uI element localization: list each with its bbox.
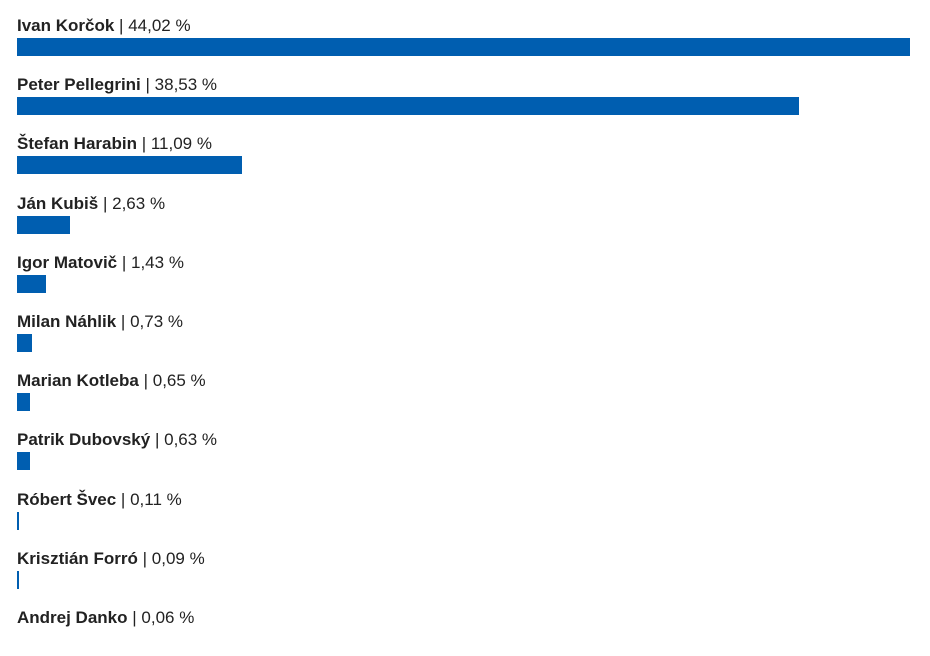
label-separator: |	[116, 312, 131, 331]
result-bar	[17, 570, 19, 589]
vote-share-value: 0,09	[151, 548, 185, 568]
result-bar	[17, 274, 46, 293]
vote-share-value: 0,11	[130, 489, 162, 509]
bar-label: Ivan Korčok | 44,02 %	[17, 14, 191, 38]
percent-suffix: %	[197, 75, 218, 95]
bar-label: Patrik Dubovský | 0,63 %	[17, 428, 217, 452]
label-separator: |	[137, 548, 152, 568]
candidate-name: Ján Kubiš	[17, 193, 99, 213]
bar-label: Štefan Harabin | 11,09 %	[17, 132, 212, 156]
label-separator: |	[98, 193, 113, 213]
vote-share-value: 0,06	[141, 608, 175, 627]
label-separator: |	[114, 16, 129, 35]
bar-label: Andrej Danko | 0,06 %	[17, 606, 194, 630]
result-bar	[17, 452, 30, 471]
percent-suffix: %	[170, 16, 191, 35]
candidate-name: Igor Matovič	[17, 252, 118, 272]
bar-row: Marian Kotleba | 0,65 %	[17, 369, 910, 419]
result-bar	[17, 156, 242, 175]
percent-suffix: %	[185, 371, 206, 391]
label-separator: |	[140, 75, 155, 95]
vote-share-value: 0,73	[130, 312, 164, 331]
candidate-name: Milan Náhlik	[17, 312, 117, 331]
result-bar	[17, 511, 19, 530]
bar-row: Milan Náhlik | 0,73 %	[17, 310, 910, 360]
vote-share-value: 38,53	[154, 75, 198, 95]
bar-row: Ivan Korčok | 44,02 %	[17, 14, 910, 64]
candidate-name: Krisztián Forró	[17, 548, 138, 568]
vote-share-value: 2,63	[112, 193, 146, 213]
bar-label: Peter Pellegrini | 38,53 %	[17, 73, 217, 97]
vote-share-value: 0,65	[152, 371, 186, 391]
bar-row: Štefan Harabin | 11,09 %	[17, 132, 910, 182]
percent-suffix: %	[145, 193, 166, 213]
bar-row: Andrej Danko | 0,06 %	[17, 606, 910, 656]
result-bar	[17, 97, 799, 116]
candidate-name: Ivan Korčok	[17, 16, 115, 35]
bar-row: Igor Matovič | 1,43 %	[17, 251, 910, 301]
label-separator: |	[136, 134, 151, 154]
percent-suffix: %	[161, 489, 182, 509]
label-separator: |	[138, 371, 153, 391]
result-bar	[17, 334, 32, 352]
percent-suffix: %	[163, 312, 183, 331]
candidate-name: Peter Pellegrini	[17, 75, 141, 95]
percent-suffix: %	[184, 548, 205, 568]
percent-suffix: %	[197, 430, 218, 450]
bar-label: Marian Kotleba | 0,65 %	[17, 369, 206, 393]
percent-suffix: %	[164, 252, 184, 272]
bar-row: Peter Pellegrini | 38,53 %	[17, 73, 910, 123]
label-separator: |	[127, 608, 142, 627]
vote-share-value: 44,02	[128, 16, 171, 35]
vote-share-value: 1,43	[131, 252, 165, 272]
label-separator: |	[116, 489, 131, 509]
vote-share-value: 11,09	[150, 134, 193, 154]
bar-label: Krisztián Forró | 0,09 %	[17, 547, 205, 571]
bar-row: Ján Kubiš | 2,63 %	[17, 192, 910, 242]
percent-suffix: %	[192, 134, 212, 154]
percent-suffix: %	[174, 608, 195, 627]
bar-label: Róbert Švec | 0,11 %	[17, 488, 182, 512]
bar-label: Ján Kubiš | 2,63 %	[17, 192, 165, 216]
label-separator: |	[150, 430, 165, 450]
result-bar	[17, 38, 910, 56]
result-bar	[17, 393, 30, 412]
bar-label: Igor Matovič | 1,43 %	[17, 251, 184, 275]
bar-row: Róbert Švec | 0,11 %	[17, 488, 910, 538]
bar-row: Krisztián Forró | 0,09 %	[17, 547, 910, 597]
candidate-name: Patrik Dubovský	[17, 430, 151, 450]
bar-row: Patrik Dubovský | 0,63 %	[17, 428, 910, 478]
candidate-name: Andrej Danko	[17, 608, 128, 627]
label-separator: |	[117, 252, 131, 272]
candidate-name: Róbert Švec	[17, 489, 117, 509]
result-bar	[17, 215, 70, 234]
candidate-name: Marian Kotleba	[17, 371, 139, 391]
vote-share-value: 0,63	[164, 430, 198, 450]
candidate-name: Štefan Harabin	[17, 134, 137, 154]
bar-label: Milan Náhlik | 0,73 %	[17, 310, 183, 334]
